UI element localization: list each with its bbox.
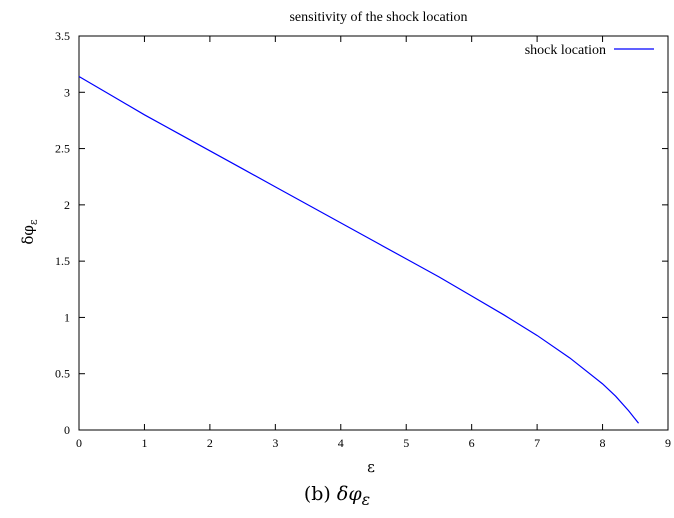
y-axis-label: δφε (19, 219, 40, 245)
y-tick-label: 0.5 (55, 367, 70, 381)
series-line-shock-location (78, 76, 640, 424)
x-tick-label: 3 (272, 436, 278, 450)
series-layer (78, 76, 640, 424)
x-tick-label: 1 (141, 436, 147, 450)
chart-title: sensitivity of the shock location (289, 10, 467, 25)
plot-frame (78, 35, 669, 431)
svg-text:δφε: δφε (19, 219, 40, 245)
y-tick-label: 1 (64, 310, 70, 324)
x-tick-label: 4 (338, 436, 344, 450)
x-ticks: 0 1 2 3 4 5 6 7 8 9 (76, 36, 671, 450)
caption-symbol: δφ (336, 483, 362, 505)
y-tick-label: 2 (64, 198, 70, 212)
y-tick-label: 3 (64, 85, 70, 99)
y-tick-label: 0 (64, 423, 70, 437)
y-axis-label-base: δφ (19, 225, 37, 245)
legend: shock location (525, 43, 654, 58)
y-axis-label-subscript: ε (27, 219, 40, 225)
x-tick-label: 0 (76, 436, 82, 450)
y-tick-label: 2.5 (55, 142, 70, 156)
line-chart: sensitivity of the shock location δφε ε … (19, 10, 671, 476)
x-axis-label: ε (367, 458, 375, 476)
x-tick-label: 9 (665, 436, 671, 450)
x-tick-label: 6 (469, 436, 475, 450)
x-tick-label: 7 (534, 436, 540, 450)
legend-label-shock-location: shock location (525, 43, 606, 58)
y-tick-label: 3.5 (55, 29, 70, 43)
x-tick-label: 8 (600, 436, 606, 450)
figure-caption: (b) δφε (0, 483, 674, 509)
y-ticks: 0 0.5 1 1.5 2 2.5 3 3.5 (55, 29, 668, 437)
y-tick-label: 1.5 (55, 254, 70, 268)
caption-subscript: ε (361, 489, 371, 509)
caption-label: (b) (303, 483, 331, 505)
x-tick-label: 2 (207, 436, 213, 450)
x-tick-label: 5 (403, 436, 409, 450)
